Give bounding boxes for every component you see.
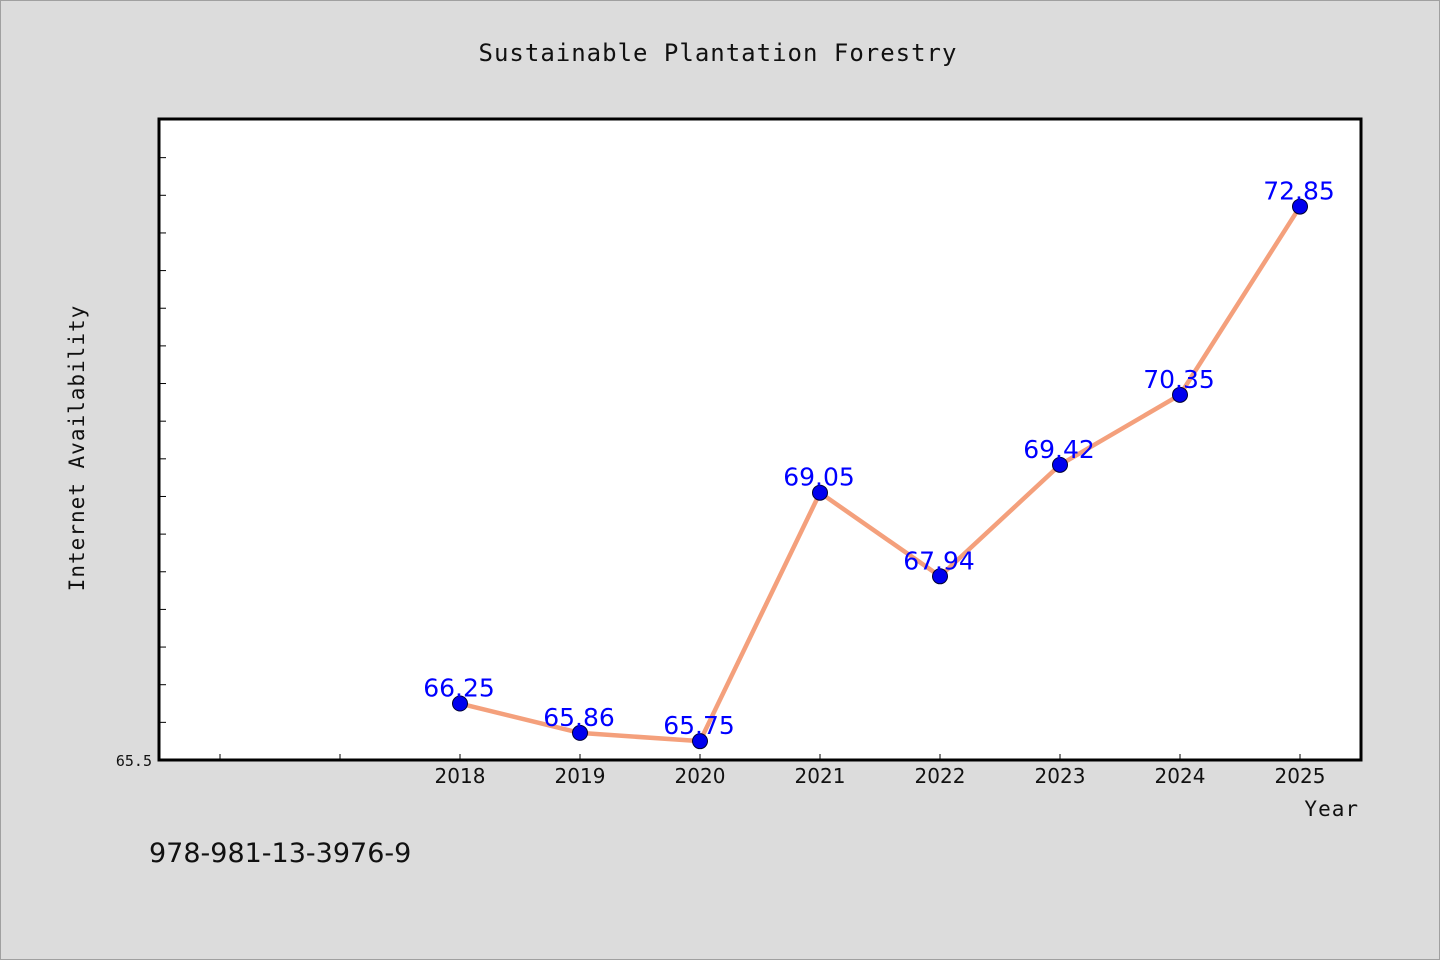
x-tick-label: 2024 <box>1155 764 1206 788</box>
data-label: 72.85 <box>1263 177 1335 206</box>
data-label: 65.75 <box>663 711 735 740</box>
data-point <box>1052 456 1068 473</box>
data-point <box>812 484 828 501</box>
isbn-text: 978-981-13-3976-9 <box>149 838 411 869</box>
x-tick-label: 2018 <box>435 764 486 788</box>
x-tick-label: 2021 <box>795 764 846 788</box>
y-tick-label: 65.5 <box>116 752 152 770</box>
data-point <box>1172 386 1188 403</box>
marker-layer <box>452 198 1308 750</box>
x-tick-label: 2025 <box>1275 764 1326 788</box>
data-point <box>692 733 708 750</box>
data-label: 67.94 <box>903 546 975 575</box>
y-axis-label: Internet Availability <box>65 305 89 592</box>
plot-area <box>157 117 1363 762</box>
x-tick-label: 2020 <box>675 764 726 788</box>
data-label: 65.86 <box>543 703 615 732</box>
y-axis-ticks: 65.5 <box>116 119 166 770</box>
x-tick-label: 2022 <box>915 764 966 788</box>
data-label: 70.35 <box>1143 365 1215 394</box>
data-point <box>572 724 588 741</box>
data-label: 66.25 <box>423 674 495 703</box>
chart-title: Sustainable Plantation Forestry <box>479 39 958 67</box>
x-tick-label: 2023 <box>1035 764 1086 788</box>
data-point <box>452 695 468 712</box>
x-axis-label: Year <box>1304 797 1359 821</box>
series-line <box>457 204 1303 744</box>
series-layer <box>457 204 1303 744</box>
x-axis-ticks: 2018 2019 2020 2021 2022 2023 2024 2025 <box>219 754 1326 788</box>
data-point <box>1292 198 1308 215</box>
x-tick-label: 2019 <box>555 764 606 788</box>
data-label-layer: 66.25 65.86 65.75 69.05 67.94 69.42 70.35 72.85 <box>423 177 1335 741</box>
data-point <box>932 568 948 585</box>
data-label: 69.42 <box>1023 435 1095 464</box>
data-label: 69.05 <box>783 463 855 492</box>
